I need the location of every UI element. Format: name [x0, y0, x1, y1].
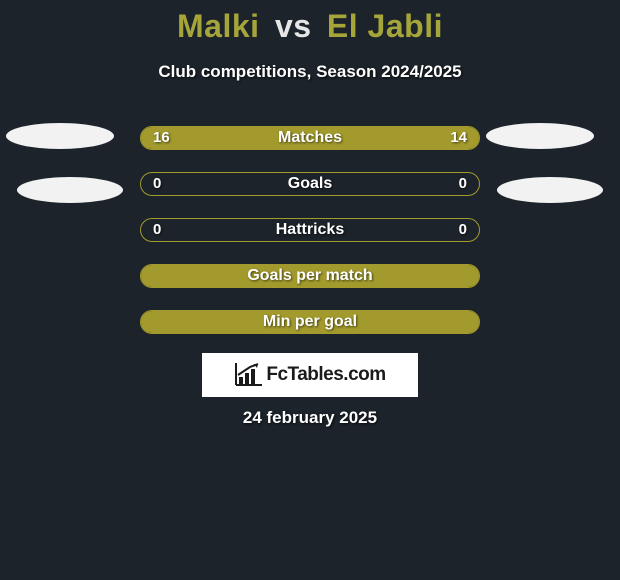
- right-ellipse-1: [486, 123, 594, 149]
- stat-value-left: 0: [153, 219, 161, 241]
- subtitle: Club competitions, Season 2024/2025: [0, 62, 620, 82]
- stat-label: Min per goal: [141, 311, 479, 333]
- player1-name: Malki: [177, 8, 260, 44]
- brand-box: FcTables.com: [202, 353, 418, 397]
- stat-label: Hattricks: [141, 219, 479, 241]
- vs-label: vs: [275, 8, 312, 44]
- background: [0, 0, 620, 580]
- stat-value-right: 14: [450, 127, 467, 149]
- right-ellipse-2: [497, 177, 603, 203]
- stat-row: Min per goal: [140, 310, 480, 334]
- left-ellipse-1: [6, 123, 114, 149]
- stat-row: Goals per match: [140, 264, 480, 288]
- date-line: 24 february 2025: [0, 408, 620, 428]
- player2-name: El Jabli: [327, 8, 443, 44]
- brand-text: FcTables.com: [266, 364, 385, 386]
- page-title: Malki vs El Jabli: [0, 8, 620, 45]
- stat-value-left: 0: [153, 173, 161, 195]
- stat-label: Matches: [141, 127, 479, 149]
- stat-row: Goals0 0: [140, 172, 480, 196]
- stat-value-right: 0: [459, 173, 467, 195]
- brand-chart-icon: [234, 363, 262, 387]
- left-ellipse-2: [17, 177, 123, 203]
- stat-value-left: 16: [153, 127, 170, 149]
- stat-label: Goals: [141, 173, 479, 195]
- stat-row: Hattricks0 0: [140, 218, 480, 242]
- stat-label: Goals per match: [141, 265, 479, 287]
- stat-value-right: 0: [459, 219, 467, 241]
- stat-row: Matches16 14: [140, 126, 480, 150]
